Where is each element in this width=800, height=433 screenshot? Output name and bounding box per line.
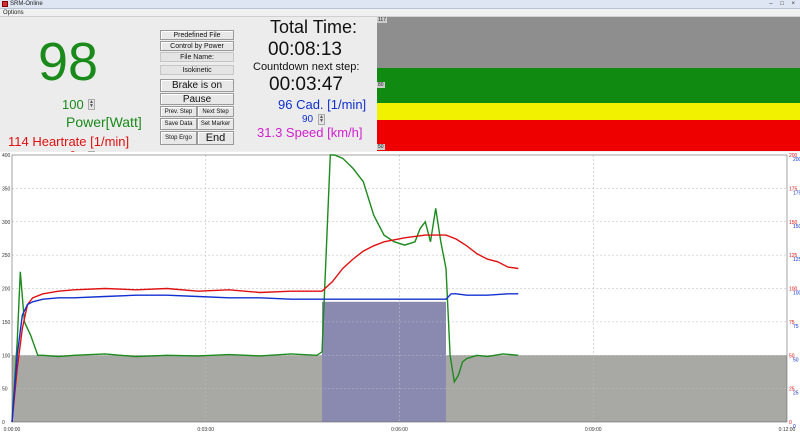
zone-green	[377, 68, 800, 103]
cadence-target-value: 90	[302, 114, 314, 125]
file-name-value: Isokinetic	[160, 65, 234, 75]
power-label: Power[Watt]	[66, 114, 142, 130]
left-tick-label: 350	[2, 186, 11, 192]
right-tick-label-blue: 150	[793, 224, 800, 230]
right-tick-label-red: 75	[789, 320, 795, 326]
window-title: SRM-Online	[10, 1, 43, 7]
left-tick-label: 50	[2, 387, 8, 393]
power-target-spinner[interactable]: ▲ ▼	[88, 99, 95, 110]
countdown-label: Countdown next step:	[253, 61, 360, 73]
next-step-button[interactable]: Next Step	[197, 106, 234, 117]
total-time-value: 00:08:13	[268, 39, 342, 60]
heart-rate-zone-display: 117 80 50	[377, 17, 800, 151]
right-tick-label-red: 175	[789, 186, 798, 192]
zone-bottom-tag: 50	[377, 144, 385, 150]
stop-ergo-button[interactable]: Stop Ergo	[160, 131, 197, 145]
right-tick-label-red: 0	[789, 420, 792, 426]
right-tick-label-blue: 100	[793, 291, 800, 297]
right-tick-label-red: 125	[789, 253, 798, 259]
cadence-target-spinner[interactable]: ▲ ▼	[318, 114, 325, 125]
save-data-button[interactable]: Save Data	[160, 118, 197, 130]
left-tick-label: 250	[2, 253, 11, 259]
cadence-label: 96 Cad. [1/min]	[278, 97, 367, 112]
target-step-highlight	[322, 301, 446, 422]
left-tick-label: 100	[2, 353, 11, 359]
power-target-value: 100	[62, 97, 84, 112]
zone-yellow	[377, 103, 800, 120]
speed-label: 31.3 Speed [km/h]	[257, 125, 363, 140]
set-marker-button[interactable]: Set Marker	[197, 118, 234, 130]
countdown-value: 00:03:47	[269, 74, 343, 95]
file-name-label: File Name:	[160, 52, 234, 62]
title-bar: SRM-Online – □ ×	[0, 0, 800, 9]
zone-mid-tag: 80	[377, 82, 385, 88]
right-tick-label-blue: 0	[793, 424, 796, 430]
left-tick-label: 300	[2, 220, 11, 226]
series-line-2	[11, 293, 519, 423]
x-tick-label: 0:09:00	[585, 427, 602, 433]
menu-bar: Options	[0, 9, 800, 17]
brake-button[interactable]: Brake is on	[160, 79, 234, 92]
left-tick-label: 200	[2, 287, 11, 293]
right-tick-label-blue: 50	[793, 357, 799, 363]
x-tick-label: 0:00:00	[4, 427, 21, 433]
right-tick-label-red: 200	[789, 153, 798, 159]
right-tick-label-blue: 75	[793, 324, 799, 330]
x-tick-label: 0:12:00	[779, 427, 796, 433]
right-tick-label-red: 25	[789, 387, 795, 393]
total-time-label: Total Time:	[270, 17, 358, 37]
power-current-value: 98	[38, 32, 99, 92]
menu-options[interactable]: Options	[3, 10, 24, 16]
prev-step-button[interactable]: Prev. Step	[160, 106, 197, 117]
x-tick-label: 0:03:00	[197, 427, 214, 433]
right-tick-label-blue: 25	[793, 391, 799, 397]
right-tick-label-blue: 200	[793, 157, 800, 163]
heartrate-label: 114 Heartrate [1/min]	[8, 134, 130, 149]
window-buttons[interactable]: – □ ×	[769, 1, 798, 7]
right-tick-label-red: 150	[789, 220, 798, 226]
right-tick-label-blue: 175	[793, 190, 800, 196]
series-line-1	[11, 234, 519, 423]
control-by-power-button[interactable]: Control by Power	[160, 41, 234, 51]
x-tick-label: 0:06:00	[391, 427, 408, 433]
right-tick-label-red: 50	[789, 353, 795, 359]
end-button[interactable]: End	[197, 131, 234, 145]
app-icon	[2, 1, 8, 7]
predefined-file-button[interactable]: Predefined File	[160, 30, 234, 40]
left-tick-label: 150	[2, 320, 11, 326]
zone-red	[377, 120, 800, 151]
right-tick-label-red: 100	[789, 287, 798, 293]
series-line-0	[11, 154, 519, 423]
left-tick-label: 0	[2, 420, 5, 426]
left-tick-label: 400	[2, 153, 11, 159]
plot-frame	[11, 154, 788, 423]
zone-top-tag: 117	[377, 17, 387, 23]
training-chart: 0:00:00 0:03:00 0:06:00 0:09:00 0:12:000 0050…	[0, 152, 800, 433]
right-tick-label-blue: 125	[793, 257, 800, 263]
pause-button[interactable]: Pause	[160, 93, 234, 105]
